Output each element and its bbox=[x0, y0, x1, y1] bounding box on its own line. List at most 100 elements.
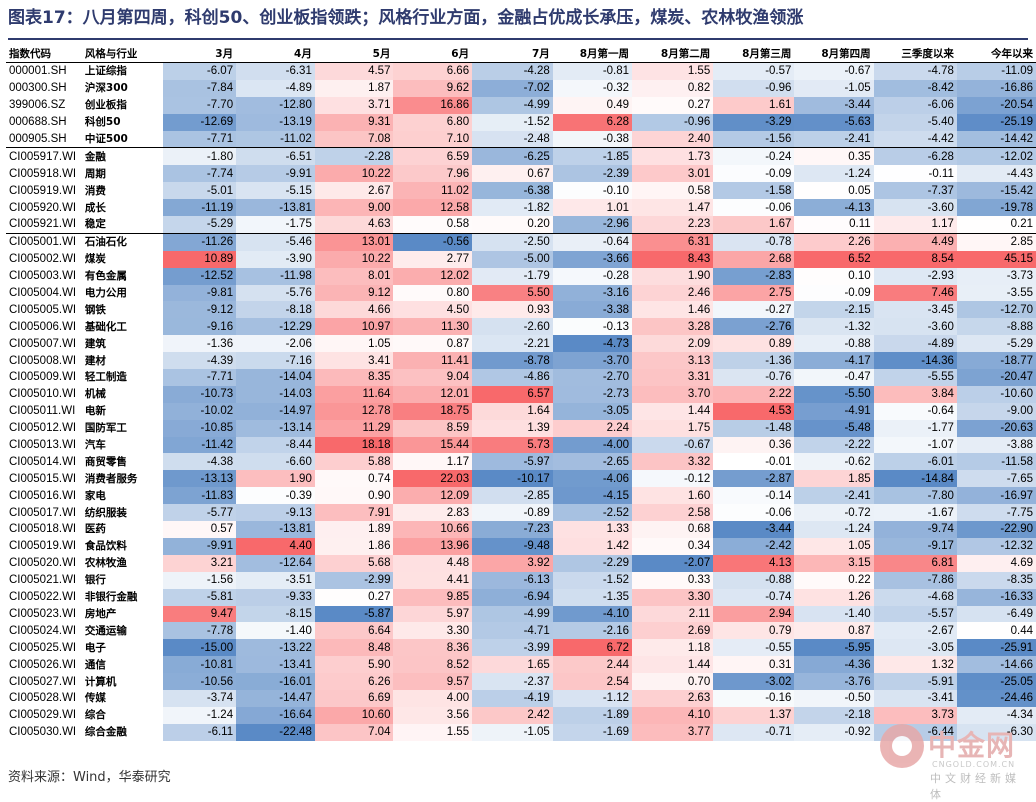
return-value-cell: 1.67 bbox=[713, 216, 795, 234]
return-value-cell: 0.89 bbox=[713, 335, 795, 353]
return-value-cell: 0.80 bbox=[393, 284, 473, 302]
return-value-cell: -25.05 bbox=[956, 673, 1036, 690]
return-value-cell: 7.04 bbox=[314, 723, 394, 741]
return-value-cell: -14.84 bbox=[873, 470, 957, 488]
return-value-cell: -20.63 bbox=[956, 419, 1036, 437]
index-code-cell: CI005010.WI bbox=[9, 388, 77, 401]
table-row: CI005012.WI 国防军工 -10.85 -13.14 11.29 8.59 1.39… bbox=[6, 419, 1036, 437]
column-header: 指数代码 bbox=[6, 44, 82, 63]
index-code-cell: 399006.SZ bbox=[9, 99, 66, 112]
index-name-cell: 电新 bbox=[84, 405, 106, 418]
return-value-cell: -14.04 bbox=[236, 369, 315, 386]
return-value-cell: -2.07 bbox=[632, 554, 714, 572]
return-value-cell: 0.44 bbox=[956, 622, 1036, 640]
return-value-cell: 0.58 bbox=[393, 216, 473, 234]
return-value-cell: 8.48 bbox=[314, 639, 394, 657]
return-value-cell: -11.58 bbox=[956, 453, 1036, 471]
index-name-cell: 稳定 bbox=[81, 216, 164, 234]
return-value-cell: -10.60 bbox=[956, 385, 1036, 403]
return-value-cell: 1.61 bbox=[713, 96, 795, 114]
return-value-cell: -3.16 bbox=[552, 284, 633, 302]
return-value-cell: -1.79 bbox=[472, 267, 553, 285]
return-value-cell: -20.47 bbox=[956, 369, 1036, 386]
return-value-cell: 7.91 bbox=[314, 504, 394, 522]
return-value-cell: -0.62 bbox=[794, 453, 874, 471]
return-value-cell: -6.06 bbox=[873, 96, 957, 114]
return-value-cell: -11.98 bbox=[236, 267, 315, 285]
return-value-cell: -2.67 bbox=[873, 622, 957, 640]
return-value-cell: -0.88 bbox=[713, 571, 795, 589]
return-value-cell: -6.38 bbox=[472, 182, 553, 200]
return-value-cell: -0.72 bbox=[794, 504, 874, 522]
return-value-cell: 12.02 bbox=[393, 267, 473, 285]
return-value-cell: -4.42 bbox=[873, 130, 957, 149]
table-row: CI005027.WI 计算机 -10.56 -16.01 6.26 9.57 -2.37 2… bbox=[6, 673, 1036, 690]
table-row: CI005020.WI 农林牧渔 3.21 -12.64 5.68 4.48 3.92 -2.… bbox=[6, 554, 1036, 572]
return-value-cell: 9.85 bbox=[393, 588, 473, 606]
return-value-cell: -2.60 bbox=[472, 318, 553, 336]
return-value-cell: 1.05 bbox=[794, 537, 874, 555]
index-code-cell: 000300.SH bbox=[9, 82, 67, 95]
return-value-cell: 8.43 bbox=[632, 250, 714, 268]
return-value-cell: -2.50 bbox=[472, 233, 553, 251]
return-value-cell: 12.58 bbox=[393, 199, 473, 217]
index-code-cell: CI005016.WI bbox=[9, 489, 77, 502]
return-value-cell: -8.42 bbox=[873, 79, 957, 97]
return-value-cell: 0.74 bbox=[314, 470, 394, 488]
return-value-cell: -3.44 bbox=[794, 96, 874, 114]
index-name-cell: 银行 bbox=[84, 574, 106, 587]
return-value-cell: -0.96 bbox=[632, 113, 714, 131]
return-value-cell: -2.48 bbox=[472, 130, 553, 149]
return-value-cell: -25.19 bbox=[956, 113, 1036, 131]
return-value-cell: -6.60 bbox=[236, 453, 315, 471]
return-value-cell: -6.13 bbox=[472, 571, 553, 589]
return-value-cell: -22.48 bbox=[236, 723, 315, 741]
index-code-cell: CI005005.WI bbox=[9, 303, 77, 316]
index-code-cell: CI005025.WI bbox=[9, 641, 77, 654]
return-value-cell: -3.02 bbox=[713, 673, 795, 690]
return-value-cell: -8.44 bbox=[236, 436, 315, 454]
index-code-cell: CI005003.WI bbox=[9, 270, 77, 283]
return-value-cell: 0.36 bbox=[713, 436, 795, 454]
table-row: CI005017.WI 纺织服装 -5.77 -9.13 7.91 2.83 -0.89 -2… bbox=[6, 504, 1036, 522]
return-value-cell: -2.83 bbox=[713, 267, 795, 285]
return-value-cell: -7.74 bbox=[163, 165, 237, 183]
return-value-cell: -1.24 bbox=[163, 706, 237, 724]
return-value-cell: 3.41 bbox=[314, 352, 394, 370]
return-value-cell: -4.00 bbox=[552, 436, 633, 454]
return-value-cell: -3.66 bbox=[552, 250, 633, 268]
index-code-cell: CI005920.WI bbox=[9, 201, 77, 214]
return-value-cell: -0.67 bbox=[794, 62, 874, 80]
return-value-cell: -20.54 bbox=[956, 96, 1036, 114]
table-row: CI005917.WI 金融 -1.80 -6.51 -2.28 6.59 -6.25 -1.… bbox=[6, 147, 1036, 166]
return-value-cell: -3.44 bbox=[713, 521, 795, 538]
return-value-cell: -0.01 bbox=[713, 453, 795, 471]
return-value-cell: -2.41 bbox=[794, 487, 874, 505]
return-value-cell: -2.73 bbox=[552, 385, 633, 403]
return-value-cell: -13.81 bbox=[236, 521, 315, 538]
return-value-cell: -6.01 bbox=[873, 453, 957, 471]
return-value-cell: -12.80 bbox=[236, 96, 315, 114]
index-name-cell: 中证500 bbox=[81, 130, 164, 149]
return-value-cell: 1.89 bbox=[314, 521, 394, 538]
return-value-cell: -2.18 bbox=[794, 706, 874, 724]
column-header: 4月 bbox=[236, 44, 315, 63]
column-header: 风格与行业 bbox=[81, 44, 164, 63]
return-value-cell: 3.31 bbox=[632, 369, 714, 386]
return-value-cell: 0.68 bbox=[632, 521, 714, 538]
return-value-cell: -5.97 bbox=[472, 453, 553, 471]
return-value-cell: -5.29 bbox=[163, 216, 237, 234]
table-row: CI005003.WI 有色金属 -12.52 -11.98 8.01 12.02 -1.7… bbox=[6, 267, 1036, 285]
return-value-cell: 11.41 bbox=[393, 352, 473, 370]
return-value-cell: 13.01 bbox=[314, 233, 394, 251]
index-name-cell: 上证综指 bbox=[84, 65, 127, 78]
return-value-cell: 4.53 bbox=[713, 402, 795, 420]
return-value-cell: -3.51 bbox=[236, 571, 315, 589]
return-value-cell: -10.02 bbox=[163, 402, 237, 420]
return-value-cell: -4.89 bbox=[236, 79, 315, 97]
return-value-cell: 6.80 bbox=[393, 113, 473, 131]
return-value-cell: -4.89 bbox=[873, 335, 957, 353]
return-value-cell: -1.35 bbox=[552, 588, 633, 606]
index-name-cell: 综合金融 bbox=[84, 726, 127, 739]
return-value-cell: 2.44 bbox=[552, 656, 633, 674]
